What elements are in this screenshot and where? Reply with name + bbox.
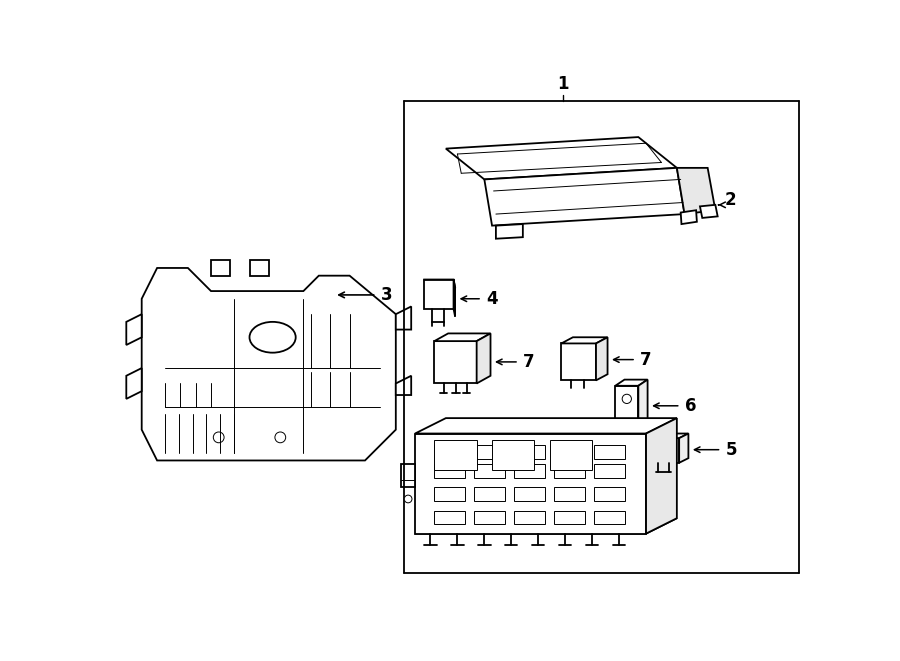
- Polygon shape: [515, 445, 545, 459]
- Polygon shape: [415, 434, 646, 533]
- Polygon shape: [562, 337, 608, 344]
- Polygon shape: [492, 440, 535, 471]
- Polygon shape: [415, 518, 677, 533]
- Polygon shape: [435, 487, 465, 501]
- Polygon shape: [677, 168, 716, 214]
- Polygon shape: [396, 307, 411, 330]
- Polygon shape: [484, 168, 685, 225]
- Polygon shape: [424, 280, 454, 309]
- Polygon shape: [477, 333, 490, 383]
- Polygon shape: [515, 464, 545, 478]
- Ellipse shape: [404, 495, 412, 503]
- Polygon shape: [396, 375, 411, 395]
- Text: 1: 1: [557, 75, 569, 93]
- Polygon shape: [141, 268, 396, 461]
- Text: 3: 3: [381, 286, 392, 304]
- Polygon shape: [435, 333, 491, 341]
- Polygon shape: [515, 510, 545, 524]
- Polygon shape: [474, 510, 505, 524]
- Polygon shape: [496, 224, 523, 239]
- Polygon shape: [700, 205, 717, 218]
- Polygon shape: [562, 344, 596, 380]
- Polygon shape: [650, 434, 688, 438]
- Polygon shape: [415, 418, 677, 434]
- Polygon shape: [616, 379, 648, 386]
- Polygon shape: [435, 440, 477, 471]
- Polygon shape: [680, 434, 688, 463]
- Polygon shape: [650, 438, 680, 463]
- Text: 7: 7: [640, 350, 652, 369]
- Polygon shape: [435, 464, 465, 478]
- Polygon shape: [550, 440, 592, 471]
- Ellipse shape: [274, 432, 285, 443]
- Polygon shape: [646, 418, 677, 533]
- Polygon shape: [211, 260, 230, 276]
- Polygon shape: [126, 368, 141, 399]
- Polygon shape: [249, 260, 269, 276]
- Polygon shape: [515, 487, 545, 501]
- Polygon shape: [446, 137, 677, 179]
- Polygon shape: [554, 445, 585, 459]
- Polygon shape: [424, 280, 455, 289]
- Polygon shape: [401, 464, 415, 487]
- Polygon shape: [435, 445, 465, 459]
- Polygon shape: [474, 464, 505, 478]
- Polygon shape: [554, 464, 585, 478]
- Ellipse shape: [213, 432, 224, 443]
- Text: 4: 4: [486, 290, 498, 308]
- Polygon shape: [554, 487, 585, 501]
- Polygon shape: [595, 510, 625, 524]
- Polygon shape: [126, 314, 141, 345]
- Polygon shape: [595, 445, 625, 459]
- Polygon shape: [454, 280, 455, 317]
- Polygon shape: [474, 445, 505, 459]
- Ellipse shape: [622, 394, 632, 403]
- Polygon shape: [638, 379, 648, 438]
- Text: 7: 7: [523, 353, 535, 371]
- Polygon shape: [435, 510, 465, 524]
- Polygon shape: [474, 487, 505, 501]
- Polygon shape: [595, 464, 625, 478]
- Ellipse shape: [249, 322, 296, 353]
- Text: 5: 5: [725, 441, 737, 459]
- Text: 2: 2: [724, 191, 736, 210]
- Text: 6: 6: [685, 397, 696, 415]
- Polygon shape: [596, 337, 608, 380]
- Polygon shape: [554, 510, 585, 524]
- Polygon shape: [680, 210, 697, 224]
- Polygon shape: [435, 341, 477, 383]
- Polygon shape: [595, 487, 625, 501]
- Polygon shape: [616, 386, 638, 438]
